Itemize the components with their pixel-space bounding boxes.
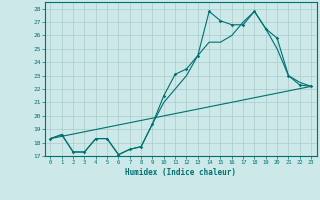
X-axis label: Humidex (Indice chaleur): Humidex (Indice chaleur) [125, 168, 236, 177]
